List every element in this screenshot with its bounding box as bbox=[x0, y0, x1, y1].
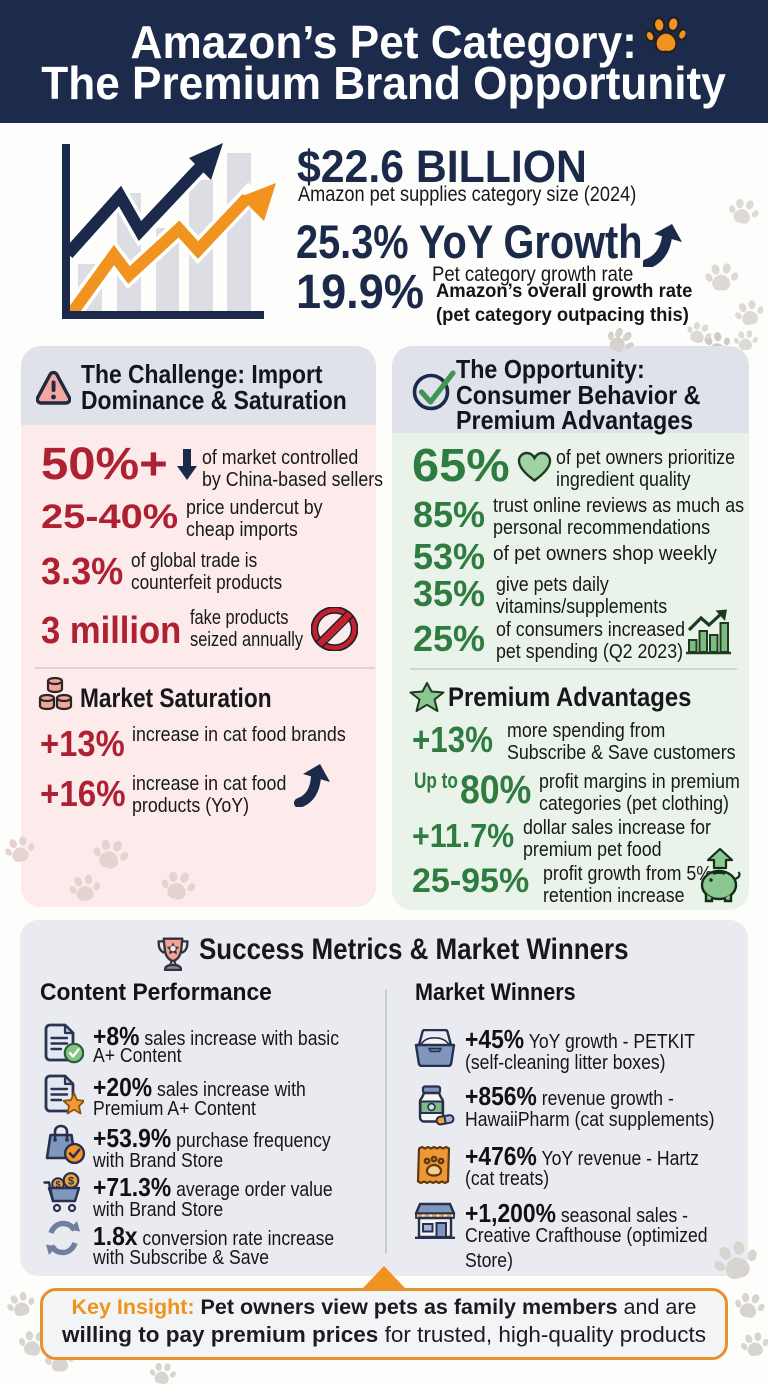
svg-text:$: $ bbox=[68, 1175, 74, 1187]
svg-text:$: $ bbox=[55, 1179, 60, 1189]
